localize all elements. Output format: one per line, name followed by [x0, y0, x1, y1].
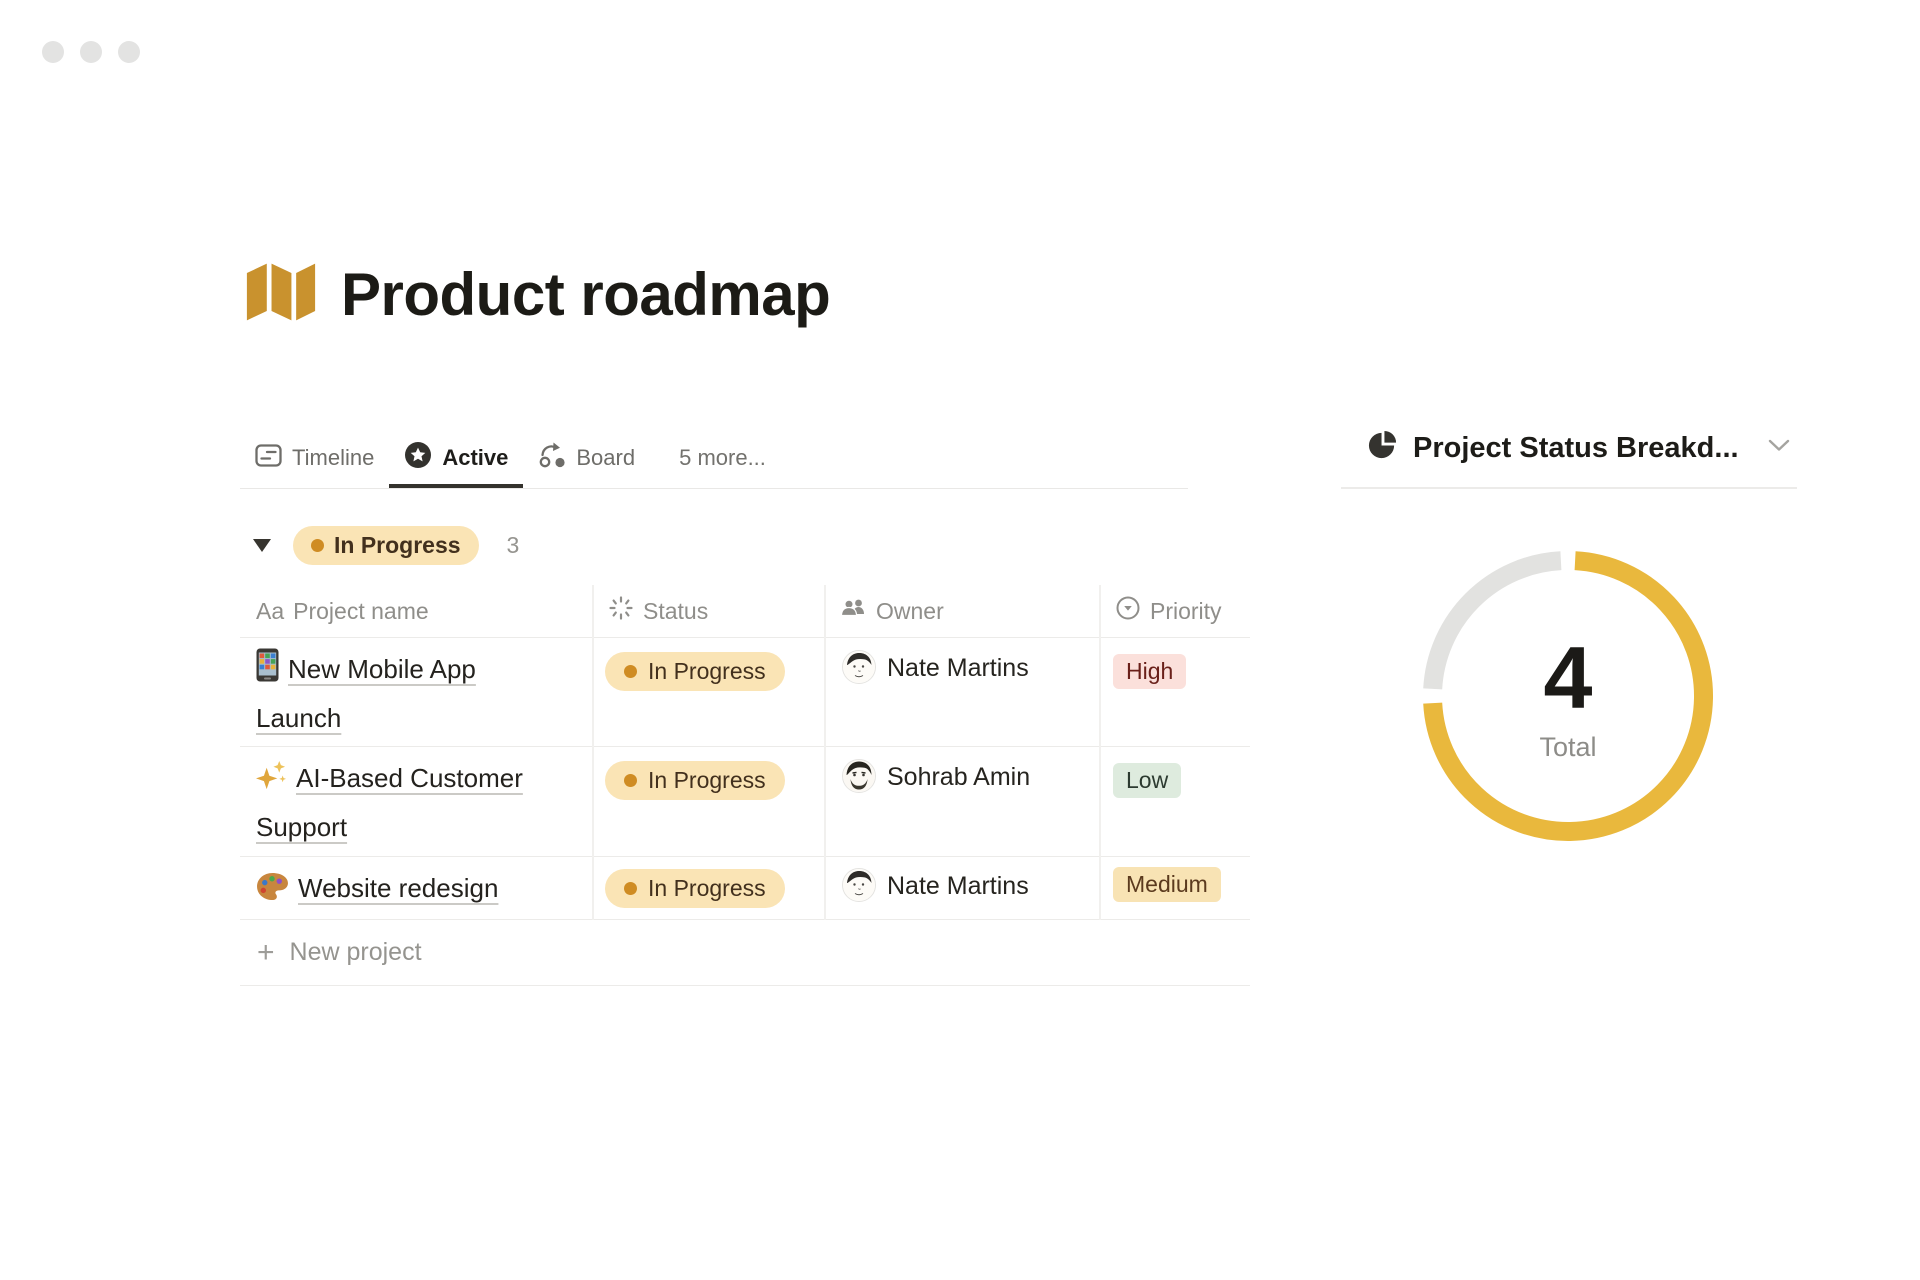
window-dot[interactable] [80, 41, 102, 63]
plus-icon: + [257, 935, 275, 969]
avatar [842, 650, 876, 684]
tab-board[interactable]: Board [523, 428, 650, 488]
project-name-cell[interactable]: Website redesign [240, 857, 592, 919]
page-header: Product roadmap [245, 260, 831, 329]
mobile-phone-icon [256, 648, 279, 696]
status-dot-icon [624, 774, 637, 787]
view-tabbar: Timeline Active Board 5 more... [240, 428, 1188, 489]
status-cell[interactable]: In Progress [592, 747, 824, 856]
priority-cell[interactable]: Low [1099, 747, 1250, 856]
priority-badge: High [1113, 654, 1187, 689]
column-label: Status [643, 597, 709, 624]
table-row: New Mobile App Launch In Progress Nate M… [240, 638, 1250, 747]
priority-cell[interactable]: Medium [1099, 857, 1250, 919]
board-icon [538, 441, 566, 475]
project-name-link[interactable]: AI-Based Customer Support [256, 763, 523, 842]
tab-more-views[interactable]: 5 more... [664, 428, 781, 488]
projects-table: Aa Project name Status [240, 585, 1250, 986]
avatar [842, 759, 876, 793]
panel-divider [1341, 487, 1797, 489]
status-dot-icon [311, 538, 324, 552]
donut-segment-other [1423, 551, 1562, 690]
group-status-pill[interactable]: In Progress [293, 525, 479, 565]
table-header-row: Aa Project name Status [240, 585, 1250, 638]
window-controls [42, 41, 140, 63]
column-header-priority[interactable]: Priority [1099, 585, 1250, 637]
palette-icon [256, 870, 289, 915]
column-header-project-name[interactable]: Aa Project name [240, 585, 592, 637]
people-icon [840, 596, 867, 626]
pie-icon [1367, 430, 1398, 466]
collapse-triangle-icon[interactable] [253, 538, 271, 552]
column-label: Priority [1150, 597, 1222, 624]
status-cell[interactable]: In Progress [592, 638, 824, 746]
status-donut-chart[interactable] [1418, 546, 1718, 846]
owner-name: Nate Martins [887, 654, 1029, 682]
owner-cell[interactable]: Sohrab Amin [824, 747, 1099, 856]
group-label: In Progress [334, 531, 461, 558]
window-dot[interactable] [118, 41, 140, 63]
new-project-label: New project [289, 938, 422, 966]
chart-panel-title: Project Status Breakd... [1413, 431, 1739, 464]
timeline-icon [255, 442, 282, 475]
status-dot-icon [624, 882, 637, 895]
owner-name: Sohrab Amin [887, 763, 1031, 791]
window-dot[interactable] [42, 41, 64, 63]
status-badge: In Progress [605, 869, 785, 908]
sparkles-icon [256, 760, 287, 805]
tab-label: 5 more... [679, 445, 766, 470]
spinner-icon [608, 595, 634, 627]
column-divider[interactable] [1099, 585, 1101, 920]
tab-active[interactable]: Active [389, 428, 523, 488]
status-badge: In Progress [605, 652, 785, 691]
donut-total-value: 4 [1543, 628, 1593, 727]
priority-icon [1115, 595, 1141, 627]
column-divider[interactable] [824, 585, 826, 920]
status-label: In Progress [648, 767, 766, 793]
tab-label: Active [442, 445, 509, 470]
donut-total-label: Total [1539, 732, 1597, 762]
map-icon [245, 260, 317, 329]
column-label: Owner [876, 597, 944, 624]
project-name-link[interactable]: Website redesign [298, 873, 499, 903]
column-header-status[interactable]: Status [592, 585, 824, 637]
column-label: Project name [293, 597, 429, 624]
priority-badge: Medium [1113, 867, 1221, 902]
project-name-cell[interactable]: New Mobile App Launch [240, 638, 592, 746]
status-label: In Progress [648, 658, 766, 684]
status-badge: In Progress [605, 761, 785, 800]
table-row: AI-Based Customer Support In Progress So… [240, 747, 1250, 857]
priority-cell[interactable]: High [1099, 638, 1250, 746]
project-name-link[interactable]: New Mobile App Launch [256, 654, 476, 733]
group-header: In Progress 3 [253, 524, 519, 566]
chevron-down-icon[interactable] [1768, 439, 1790, 457]
group-count: 3 [506, 531, 520, 558]
owner-cell[interactable]: Nate Martins [824, 857, 1099, 919]
project-name-cell[interactable]: AI-Based Customer Support [240, 747, 592, 856]
owner-cell[interactable]: Nate Martins [824, 638, 1099, 746]
table-row: Website redesign In Progress Nate Martin… [240, 857, 1250, 920]
status-label: In Progress [648, 875, 766, 901]
star-icon [404, 441, 432, 475]
avatar [842, 868, 876, 902]
donut-segment-in-progress [1423, 551, 1713, 841]
status-cell[interactable]: In Progress [592, 857, 824, 919]
column-divider[interactable] [592, 585, 594, 920]
tab-label: Board [576, 445, 636, 470]
owner-name: Nate Martins [887, 872, 1029, 900]
text-icon: Aa [256, 597, 285, 624]
column-header-owner[interactable]: Owner [824, 585, 1099, 637]
new-project-button[interactable]: + New project [240, 920, 1250, 986]
page-title: Product roadmap [341, 261, 831, 328]
status-dot-icon [624, 665, 637, 678]
priority-badge: Low [1113, 763, 1182, 798]
tab-label: Timeline [292, 445, 375, 470]
tab-timeline[interactable]: Timeline [240, 428, 389, 488]
chart-panel-header: Project Status Breakd... [1367, 430, 1790, 466]
